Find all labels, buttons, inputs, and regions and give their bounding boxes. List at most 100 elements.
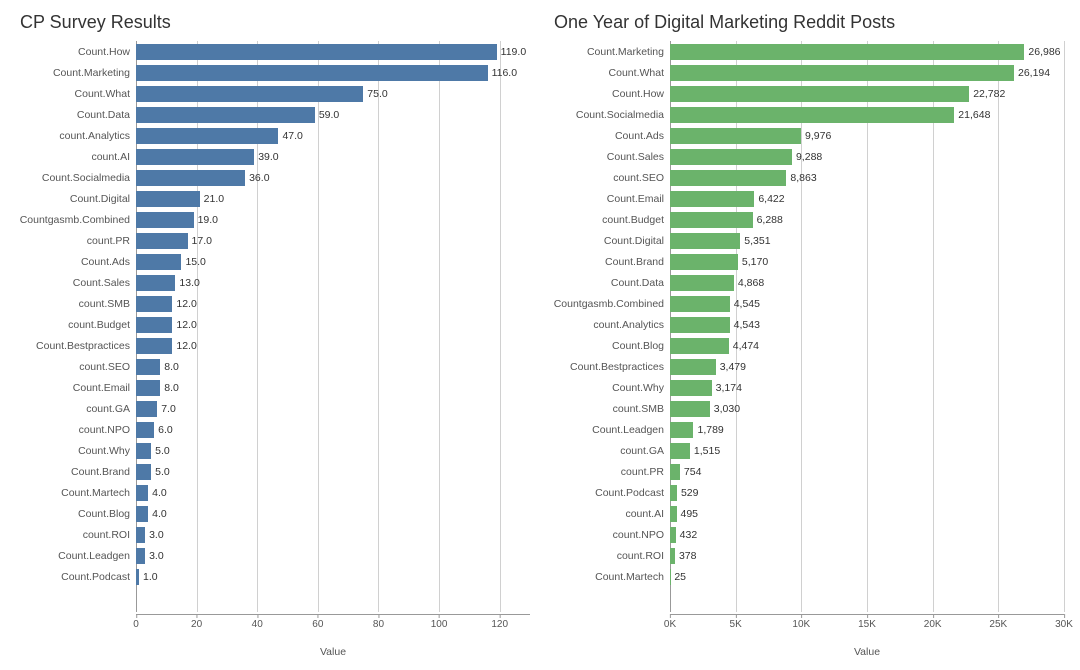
bar-value-label: 4,474	[733, 340, 759, 352]
left-y-labels: Count.HowCount.MarketingCount.WhatCount.…	[16, 41, 136, 612]
gridline	[1064, 41, 1065, 612]
y-axis-label: Count.Blog	[16, 508, 136, 520]
bar	[136, 506, 148, 522]
right-chart-body: Count.MarketingCount.WhatCount.HowCount.…	[550, 41, 1064, 658]
y-axis-label: Countgasmb.Combined	[16, 214, 136, 226]
y-axis-label: Count.Podcast	[550, 487, 670, 499]
bar-value-label: 3.0	[149, 529, 164, 541]
y-axis-label: Count.Blog	[550, 340, 670, 352]
right-x-axis: 0K5K10K15K20K25K30K	[550, 614, 1064, 642]
y-axis-label: count.GA	[16, 403, 136, 415]
x-tick-label: 40	[252, 615, 263, 630]
bar	[136, 296, 172, 312]
y-axis-label: Count.Email	[16, 382, 136, 394]
bar-value-label: 39.0	[258, 151, 278, 163]
bar-value-label: 754	[684, 466, 702, 478]
bar-value-label: 5,170	[742, 256, 768, 268]
bar-value-label: 1,789	[697, 424, 723, 436]
y-axis-label: Count.Sales	[550, 151, 670, 163]
left-x-ticks: 020406080100120	[136, 614, 530, 642]
y-axis-label: Count.Podcast	[16, 571, 136, 583]
bar-value-label: 8.0	[164, 361, 179, 373]
y-axis-label: Count.Martech	[550, 571, 670, 583]
bar-value-label: 6,422	[758, 193, 784, 205]
bar	[136, 422, 154, 438]
bar	[670, 338, 729, 354]
y-axis-label: Count.Marketing	[550, 46, 670, 58]
right-x-axis-label: Value	[670, 646, 1064, 658]
y-axis-label: Count.Leadgen	[550, 424, 670, 436]
bar	[136, 485, 148, 501]
y-axis-label: count.PR	[550, 466, 670, 478]
y-axis-label: count.GA	[550, 445, 670, 457]
y-axis-label: Count.Digital	[16, 193, 136, 205]
bar-value-label: 5.0	[155, 466, 170, 478]
bar	[136, 44, 497, 60]
y-axis-label: Count.Email	[550, 193, 670, 205]
bar-value-label: 432	[680, 529, 698, 541]
bar-value-label: 26,194	[1018, 67, 1050, 79]
y-axis-label: Count.Bestpractices	[550, 361, 670, 373]
bar	[136, 86, 363, 102]
y-axis-label: Count.How	[550, 88, 670, 100]
bar	[136, 569, 139, 585]
y-axis-label: Count.Martech	[16, 487, 136, 499]
bar-value-label: 1,515	[694, 445, 720, 457]
bar	[136, 107, 315, 123]
x-tick-label: 25K	[989, 615, 1007, 630]
x-tick-label: 15K	[858, 615, 876, 630]
bar	[670, 380, 712, 396]
y-axis-label: Count.Why	[16, 445, 136, 457]
bar	[136, 548, 145, 564]
x-tick-label: 20	[191, 615, 202, 630]
y-axis-label: count.ROI	[16, 529, 136, 541]
y-axis-label: count.Analytics	[16, 130, 136, 142]
y-axis-label: count.Budget	[550, 214, 670, 226]
bar	[670, 191, 754, 207]
bar	[136, 317, 172, 333]
bar-value-label: 12.0	[176, 298, 196, 310]
left-x-axis: 020406080100120	[16, 614, 530, 642]
x-tick-label: 0K	[664, 615, 676, 630]
bar	[136, 359, 160, 375]
bar	[136, 233, 188, 249]
y-axis-label: Count.Data	[550, 277, 670, 289]
y-axis-label: Count.Marketing	[16, 67, 136, 79]
y-axis-label: count.PR	[16, 235, 136, 247]
bar	[670, 317, 730, 333]
bar	[136, 65, 488, 81]
bar-value-label: 15.0	[185, 256, 205, 268]
bar	[136, 380, 160, 396]
y-axis-label: Count.Leadgen	[16, 550, 136, 562]
x-tick-label: 60	[312, 615, 323, 630]
bar	[670, 212, 753, 228]
bar	[670, 443, 690, 459]
right-bars-area: Count.MarketingCount.WhatCount.HowCount.…	[550, 41, 1064, 612]
bar-value-label: 26,986	[1028, 46, 1060, 58]
bar-value-label: 21,648	[958, 109, 990, 121]
y-axis-label: Count.Digital	[550, 235, 670, 247]
bar	[136, 401, 157, 417]
y-axis-label: Count.Sales	[16, 277, 136, 289]
bar-value-label: 4,545	[734, 298, 760, 310]
bar	[670, 170, 786, 186]
y-axis-label: Count.What	[16, 88, 136, 100]
bar-value-label: 4,868	[738, 277, 764, 289]
y-axis-label: Count.Ads	[550, 130, 670, 142]
y-axis-label: count.SMB	[16, 298, 136, 310]
bar-value-label: 529	[681, 487, 699, 499]
left-x-axis-label: Value	[136, 646, 530, 658]
y-axis-label: Count.Bestpractices	[16, 340, 136, 352]
bar-value-label: 22,782	[973, 88, 1005, 100]
bar-value-label: 6.0	[158, 424, 173, 436]
bar-value-label: 59.0	[319, 109, 339, 121]
right-x-ticks: 0K5K10K15K20K25K30K	[670, 614, 1064, 642]
bar	[670, 233, 740, 249]
y-axis-label: count.SMB	[550, 403, 670, 415]
bar	[670, 422, 693, 438]
bar	[670, 296, 730, 312]
bar	[136, 170, 245, 186]
left-bars-area: Count.HowCount.MarketingCount.WhatCount.…	[16, 41, 530, 612]
bar-value-label: 3,174	[716, 382, 742, 394]
bar	[670, 128, 801, 144]
